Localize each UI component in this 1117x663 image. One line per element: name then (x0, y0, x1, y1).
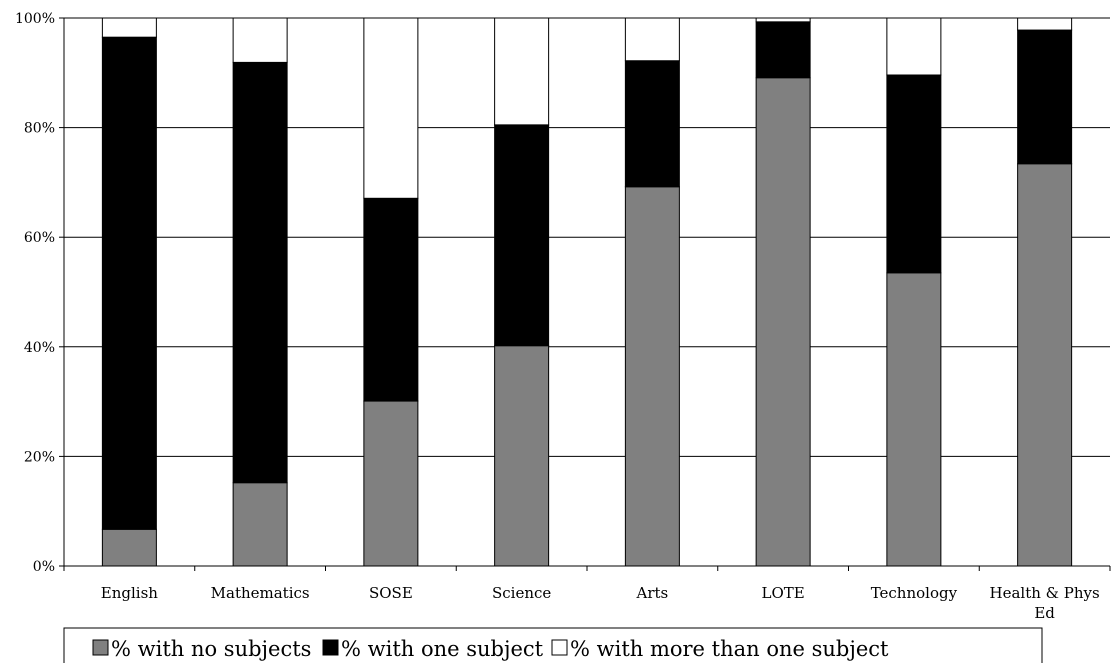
x-tick-label: Technology (871, 584, 958, 602)
bar-segment-series-1 (755, 21, 811, 79)
bar-segment-series-2 (232, 17, 288, 63)
bar-segment-series-0 (1017, 163, 1073, 567)
gridlines (64, 17, 1110, 457)
bar-segment-series-0 (363, 400, 419, 567)
bar-segment-series-0 (886, 272, 942, 567)
bar-segment-series-1 (232, 61, 288, 484)
bar-segment-series-1 (363, 197, 419, 402)
axes (59, 17, 1111, 571)
legend-swatch (92, 639, 109, 656)
y-tick-label: 60% (24, 230, 55, 246)
x-tick-label: Health & Phys Ed (990, 584, 1100, 622)
bar-segment-series-2 (101, 17, 157, 38)
x-tick-label: Arts (636, 584, 669, 602)
y-tick-label: 100% (15, 11, 55, 27)
bar-segment-series-1 (624, 60, 680, 188)
x-tick-label: LOTE (762, 584, 805, 602)
x-tick-label: Mathematics (211, 584, 310, 602)
legend-swatch (322, 639, 339, 656)
legend-label: % with more than one subject (570, 637, 889, 661)
bar-segment-series-2 (494, 17, 550, 126)
legend: % with no subjects % with one subject % wi… (63, 627, 1043, 663)
x-tick-label: Science (492, 584, 551, 602)
bar-segment-series-0 (624, 186, 680, 567)
y-tick-label: 40% (24, 340, 55, 356)
y-tick-label: 0% (33, 559, 55, 575)
y-axis-tick-labels: 0% 20% 40% 60% 80% 100% (15, 11, 55, 575)
bar-segment-series-0 (101, 528, 157, 567)
bar-segment-series-0 (755, 77, 811, 567)
x-tick-label: English (101, 584, 159, 602)
bar-segment-series-1 (886, 74, 942, 274)
bar-segment-series-2 (624, 17, 680, 62)
bar-segment-series-0 (494, 345, 550, 567)
legend-label: % with no subjects (111, 637, 311, 661)
bar-segment-series-1 (1017, 29, 1073, 165)
x-axis-tick-labels: English Mathematics SOSE Science Arts LOTE Tec… (101, 584, 1100, 622)
bars (101, 17, 1073, 567)
legend-label: % with one subject (341, 637, 544, 661)
y-tick-label: 20% (24, 449, 55, 465)
bar-segment-series-0 (232, 482, 288, 567)
bar-segment-series-2 (363, 17, 419, 199)
bar-segment-series-1 (101, 36, 157, 530)
bar-segment-series-2 (1017, 17, 1073, 31)
x-tick-label: SOSE (369, 584, 413, 602)
y-tick-label: 80% (24, 121, 55, 137)
bar-segment-series-2 (886, 17, 942, 76)
bar-segment-series-1 (494, 124, 550, 347)
legend-swatch (551, 639, 568, 656)
bar-segment-series-2 (755, 17, 811, 23)
